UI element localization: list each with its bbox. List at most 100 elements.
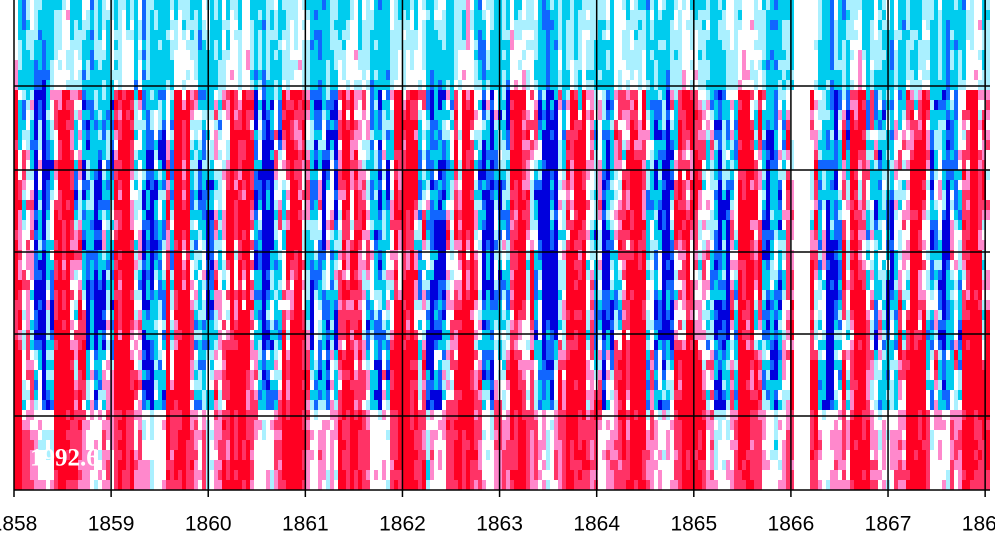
heatmap-cell	[138, 280, 142, 290]
heatmap-cell	[226, 270, 230, 280]
heatmap-cell	[298, 250, 302, 260]
heatmap-cell	[242, 50, 246, 60]
heatmap-cell	[122, 0, 126, 10]
heatmap-cell	[370, 380, 374, 390]
heatmap-cell	[58, 400, 62, 410]
heatmap-cell	[198, 430, 202, 440]
heatmap-cell	[14, 430, 18, 440]
heatmap-cell	[362, 280, 366, 290]
heatmap-cell	[78, 390, 82, 400]
heatmap-cell	[282, 330, 286, 340]
heatmap-cell	[242, 430, 246, 440]
heatmap-cell	[270, 430, 274, 440]
heatmap-cell	[242, 230, 246, 240]
heatmap-cell	[210, 20, 214, 30]
heatmap-cell	[370, 40, 374, 50]
heatmap-cell	[230, 200, 234, 210]
heatmap-cell	[306, 30, 310, 40]
heatmap-cell	[314, 430, 318, 440]
heatmap-cell	[42, 340, 46, 350]
heatmap-cell	[314, 210, 318, 220]
heatmap-cell	[26, 200, 30, 210]
heatmap-cell	[354, 140, 358, 150]
heatmap-cell	[70, 240, 74, 250]
heatmap-cell	[246, 380, 250, 390]
heatmap-cell	[18, 50, 22, 60]
heatmap-cell	[314, 0, 318, 10]
heatmap-cell	[90, 310, 94, 320]
heatmap-cell	[130, 350, 134, 360]
heatmap-cell	[170, 320, 174, 330]
heatmap-cell	[250, 80, 254, 90]
heatmap-cell	[326, 310, 330, 320]
heatmap-cell	[122, 340, 126, 350]
heatmap-cell	[34, 60, 38, 70]
heatmap-cell	[310, 220, 314, 230]
heatmap-cell	[226, 30, 230, 40]
heatmap-cell	[282, 440, 286, 450]
heatmap-cell	[386, 340, 390, 350]
heatmap-cell	[254, 80, 258, 90]
heatmap-cell	[74, 400, 78, 410]
heatmap-cell	[158, 330, 162, 340]
heatmap-cell	[110, 180, 114, 190]
heatmap-cell	[262, 290, 266, 300]
heatmap-cell	[18, 470, 22, 480]
heatmap-cell	[318, 360, 322, 370]
heatmap-cell	[58, 330, 62, 340]
heatmap-cell	[58, 200, 62, 210]
heatmap-cell	[222, 210, 226, 220]
heatmap-cell	[302, 360, 306, 370]
heatmap-cell	[106, 260, 110, 270]
heatmap-cell	[330, 120, 334, 130]
heatmap-cell	[322, 180, 326, 190]
heatmap-cell	[126, 350, 130, 360]
heatmap-cell	[270, 300, 274, 310]
heatmap-cell	[222, 190, 226, 200]
heatmap-cell	[418, 390, 422, 400]
heatmap-cell	[366, 480, 370, 490]
heatmap-cell	[378, 130, 382, 140]
heatmap-cell	[382, 400, 386, 410]
heatmap-cell	[342, 340, 346, 350]
heatmap-cell	[330, 310, 334, 320]
heatmap-cell	[282, 50, 286, 60]
heatmap-cell	[290, 350, 294, 360]
heatmap-cell	[366, 300, 370, 310]
heatmap-cell	[410, 60, 414, 70]
heatmap-cell	[190, 480, 194, 490]
heatmap-cell	[102, 350, 106, 360]
heatmap-cell	[346, 340, 350, 350]
heatmap-cell	[254, 470, 258, 480]
heatmap-cell	[110, 380, 114, 390]
heatmap-cell	[82, 70, 86, 80]
heatmap-cell	[154, 430, 158, 440]
heatmap-cell	[146, 440, 150, 450]
heatmap-cell	[134, 150, 138, 160]
heatmap-cell	[130, 250, 134, 260]
heatmap-cell	[238, 30, 242, 40]
heatmap-cell	[350, 200, 354, 210]
heatmap-cell	[78, 10, 82, 20]
heatmap-cell	[26, 290, 30, 300]
heatmap-cell	[250, 400, 254, 410]
heatmap-cell	[202, 350, 206, 360]
heatmap-cell	[194, 280, 198, 290]
heatmap-cell	[398, 170, 402, 180]
heatmap-cell	[202, 330, 206, 340]
heatmap-cell	[66, 280, 70, 290]
heatmap-cell	[114, 170, 118, 180]
heatmap-cell	[374, 370, 378, 380]
heatmap-cell	[134, 100, 138, 110]
heatmap-cell	[34, 480, 38, 490]
heatmap-cell	[82, 270, 86, 280]
heatmap-cell	[94, 290, 98, 300]
heatmap-cell	[102, 210, 106, 220]
heatmap-cell	[98, 400, 102, 410]
heatmap-cell	[34, 270, 38, 280]
heatmap-cell	[74, 280, 78, 290]
heatmap-cell	[250, 480, 254, 490]
heatmap-cell	[262, 350, 266, 360]
heatmap-cell	[350, 360, 354, 370]
heatmap-cell	[266, 50, 270, 60]
